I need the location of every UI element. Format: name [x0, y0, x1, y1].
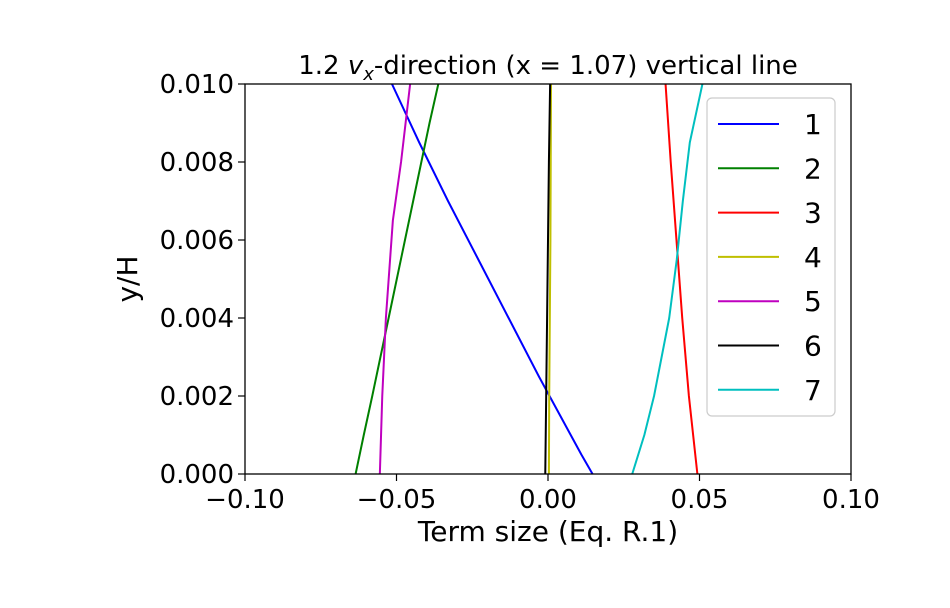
chart-title-suffix: -direction (x = 1.07) vertical line: [374, 51, 798, 81]
y-tick-label: 0.008: [160, 148, 234, 178]
legend-label-1: 1: [804, 108, 822, 141]
y-tick-label: 0.010: [160, 70, 234, 100]
legend-label-2: 2: [804, 152, 822, 185]
y-tick-label: 0.004: [160, 304, 234, 334]
series-line-2: [354, 84, 440, 474]
legend-label-5: 5: [804, 285, 822, 318]
legend: 1 2 3 4 5 6 7: [706, 97, 836, 417]
series-line-5: [378, 84, 412, 474]
chart-title: 1.2 vx-direction (x = 1.07) vertical lin…: [298, 51, 798, 85]
x-tick-label: 0.05: [671, 485, 729, 515]
chart-title-var: v: [348, 51, 364, 81]
series-line-4: [547, 84, 553, 474]
chart-title-prefix: 1.2: [298, 51, 348, 81]
x-tick-label: 0.10: [822, 485, 880, 515]
legend-label-3: 3: [804, 197, 822, 230]
series-line-3: [664, 84, 699, 474]
series-group: [354, 84, 704, 474]
x-tick-label: 0.00: [519, 485, 577, 515]
chart-title-sub: x: [362, 64, 374, 85]
legend-label-4: 4: [804, 241, 822, 274]
legend-label-7: 7: [804, 374, 822, 407]
x-tick-label: −0.05: [357, 485, 437, 515]
y-tick-label: 0.002: [160, 382, 234, 412]
y-tick-label: 0.006: [160, 226, 234, 256]
series-line-7: [631, 84, 704, 474]
x-axis-label: Term size (Eq. R.1): [417, 515, 678, 548]
x-tick-label: −0.10: [205, 485, 285, 515]
y-tick-label: 0.000: [160, 460, 234, 490]
series-line-1: [391, 84, 594, 474]
y-axis-label: y/H: [111, 255, 144, 302]
ticks-group: −0.10 −0.05 0.00 0.05 0.10 0.000 0.002 0.004 0.0…: [160, 70, 880, 515]
legend-label-6: 6: [804, 330, 822, 363]
series-line-6: [544, 84, 552, 474]
